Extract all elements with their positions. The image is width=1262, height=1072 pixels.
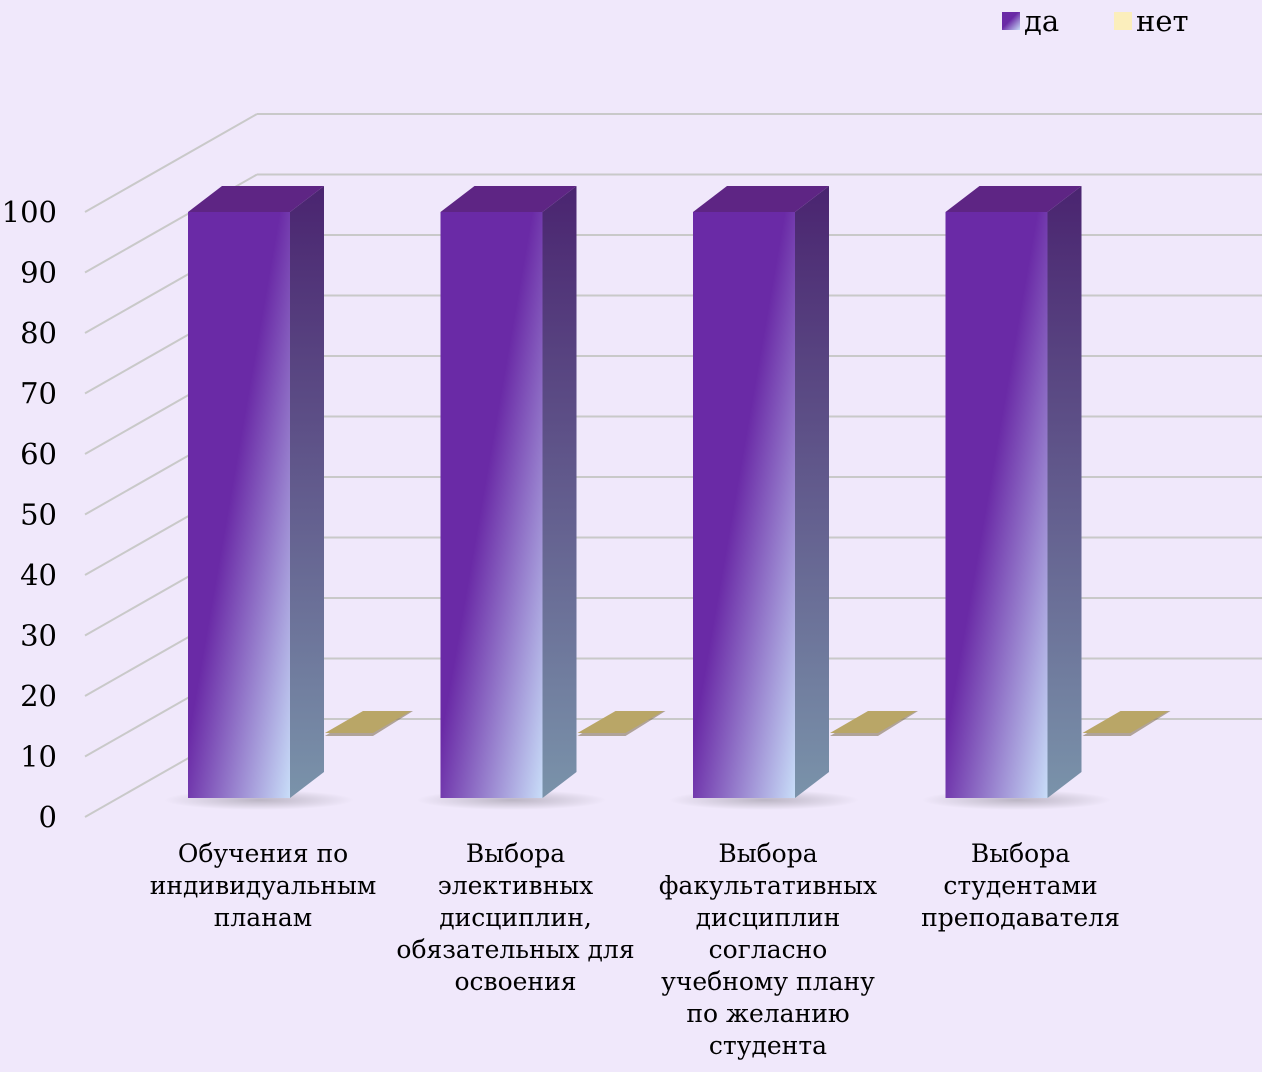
y-tick-label: 70 (20, 377, 57, 411)
bar-yes-side (542, 186, 577, 798)
y-tick-label: 100 (2, 195, 57, 229)
bar-yes-top (440, 186, 577, 212)
bars (164, 186, 1171, 810)
bar-yes (693, 212, 795, 798)
bar-yes-top (188, 186, 324, 212)
y-tick-label: 0 (39, 800, 57, 834)
legend-no-swatch (1114, 12, 1132, 30)
bar-no (325, 711, 411, 733)
bar-yes-side (290, 186, 324, 798)
y-tick-label: 90 (20, 256, 57, 290)
legend-yes-label: да (1024, 4, 1059, 38)
bar-yes-top (693, 186, 829, 212)
category-label: Выбора факультативных дисциплин согласно уче… (659, 839, 877, 1060)
y-tick-label: 40 (20, 558, 57, 592)
bar-yes (440, 212, 543, 798)
bar-no (577, 711, 664, 733)
y-tick-label: 50 (20, 498, 57, 532)
bar-yes (188, 212, 290, 798)
legend-yes-swatch (1002, 12, 1020, 30)
bar-yes-side (1047, 186, 1082, 798)
bar-yes (945, 212, 1048, 798)
bar-no (830, 711, 916, 733)
category-label: Выбора элективных дисциплин, обязательных д… (396, 839, 634, 996)
legend-no-label: нет (1136, 4, 1189, 38)
y-tick-label: 80 (20, 316, 57, 350)
y-axis: 0 10 20 30 40 50 60 70 80 90 100 (2, 195, 57, 834)
bar-yes-top (945, 186, 1082, 212)
legend: да нет (1002, 4, 1189, 38)
bar-no (1082, 711, 1169, 733)
y-tick-label: 10 (20, 740, 57, 774)
y-tick-label: 30 (20, 619, 57, 653)
y-tick-label: 20 (20, 679, 57, 713)
gridline-depth-100 (84, 113, 258, 213)
category-label: Обучения по индивидуальным планам (150, 839, 377, 932)
category-label: Выбора студентами преподавателя (921, 839, 1120, 932)
bar-yes-side (795, 186, 829, 798)
y-tick-label: 60 (20, 437, 57, 471)
